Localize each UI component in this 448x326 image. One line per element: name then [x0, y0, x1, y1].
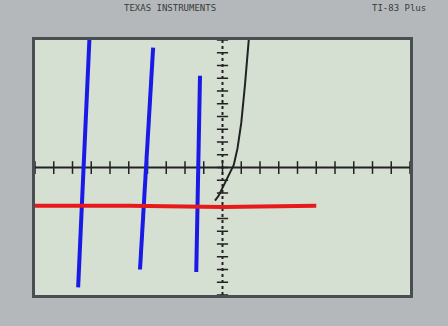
svg-text:TEXAS INSTRUMENTS: TEXAS INSTRUMENTS [124, 3, 216, 13]
svg-text:TI-83 Plus: TI-83 Plus [372, 3, 426, 13]
